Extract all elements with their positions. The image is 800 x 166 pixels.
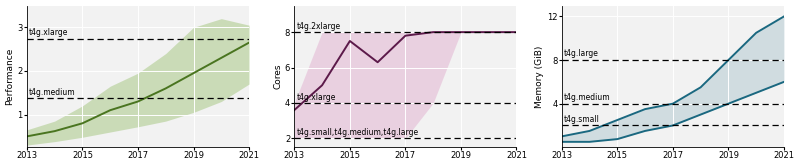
Text: t4g.xlarge: t4g.xlarge [297,93,336,102]
Text: t4g.small: t4g.small [564,115,600,124]
Text: t4g.small,t4g.medium,t4g.large: t4g.small,t4g.medium,t4g.large [297,128,418,137]
Text: t4g.medium: t4g.medium [564,93,610,102]
Text: t4g.large: t4g.large [564,49,599,58]
Text: t4g.medium: t4g.medium [29,88,76,97]
Y-axis label: Cores: Cores [273,64,282,89]
Text: t4g.xlarge: t4g.xlarge [29,28,69,37]
Text: t4g.2xlarge: t4g.2xlarge [297,22,341,31]
Y-axis label: Performance: Performance [6,48,14,105]
Y-axis label: Memory (GiB): Memory (GiB) [535,45,544,108]
